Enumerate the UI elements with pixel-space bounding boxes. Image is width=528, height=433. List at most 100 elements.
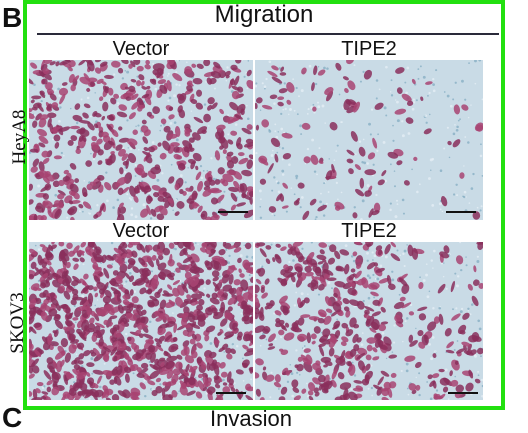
cell-blob (172, 368, 181, 376)
cell-blob (245, 285, 253, 290)
row-label-skov3: SKOV3 (7, 292, 28, 354)
cell-blob (186, 294, 192, 300)
cell-blob (58, 249, 65, 262)
cell-blob (275, 318, 281, 324)
cell-blob (354, 270, 362, 279)
cell-blob (277, 96, 285, 101)
cell-blob (331, 368, 338, 380)
cell-blob (275, 243, 281, 248)
cell-blob (48, 365, 56, 373)
cell-blob (147, 244, 153, 251)
cell-blob (157, 79, 167, 85)
cell-blob (255, 278, 262, 285)
cell-blob (237, 331, 243, 338)
cell-blob (29, 310, 36, 315)
cell-blob (139, 382, 146, 390)
cell-blob (88, 323, 96, 330)
cell-blob (68, 333, 76, 341)
cell-blob (197, 205, 203, 213)
cell-blob (78, 203, 84, 209)
cell-blob (467, 283, 473, 291)
cell-blob (390, 372, 397, 378)
cell-blob (86, 309, 92, 316)
cell-blob (162, 140, 171, 151)
cell-blob (234, 114, 243, 120)
cell-blob (97, 175, 105, 181)
cell-blob (135, 167, 146, 176)
cell-blob (154, 164, 161, 171)
cell-blob (176, 201, 185, 209)
cell-blob (387, 387, 393, 398)
cell-blob (101, 115, 106, 121)
cell-blob (102, 101, 109, 112)
cell-blob (47, 333, 53, 345)
cell-blob (312, 106, 317, 112)
cell-blob (183, 277, 193, 284)
cell-blob (118, 202, 124, 208)
cell-blob (195, 102, 204, 110)
cell-blob (477, 242, 483, 251)
title-underline (37, 33, 499, 35)
cell-blob (59, 285, 66, 293)
cell-blob (186, 390, 196, 396)
cell-blob (156, 248, 163, 257)
cell-blob (196, 89, 203, 97)
cell-blob (88, 380, 93, 387)
cell-blob (453, 104, 461, 115)
cell-blob (244, 242, 252, 250)
cell-blob (324, 388, 329, 393)
cell-blob (465, 382, 474, 392)
cell-blob (29, 343, 34, 351)
cell-blob (79, 257, 85, 263)
cell-blob (317, 261, 324, 265)
cell-blob (313, 326, 321, 334)
cell-blob (367, 152, 376, 160)
cell-blob (87, 122, 95, 131)
cell-blob (59, 359, 65, 368)
cell-blob (255, 388, 261, 397)
cell-blob (93, 286, 98, 291)
cell-blob (341, 322, 348, 329)
cell-blob (408, 311, 415, 316)
cell-blob (142, 136, 149, 144)
cell-blob (130, 93, 139, 101)
cell-blob (83, 350, 91, 357)
cell-blob (177, 162, 186, 171)
cell-blob (186, 198, 195, 204)
cell-blob (35, 113, 42, 121)
cell-blob (221, 274, 230, 284)
cell-blob (140, 208, 149, 218)
cell-blob (302, 210, 310, 220)
cell-blob (233, 171, 243, 180)
cell-blob (303, 297, 310, 304)
cell-blob (92, 262, 99, 270)
cell-blob (62, 175, 71, 182)
cell-blob (286, 99, 292, 105)
cell-blob (369, 327, 377, 333)
cell-blob (125, 308, 132, 315)
cell-blob (280, 246, 287, 251)
cell-blob (182, 312, 189, 319)
cell-blob (210, 248, 216, 254)
cell-blob (227, 139, 234, 145)
cell-blob (63, 374, 68, 386)
cell-blob (163, 125, 171, 133)
cell-blob (200, 210, 208, 220)
cell-blob (258, 155, 268, 164)
cell-blob (241, 316, 247, 322)
cell-blob (418, 341, 426, 349)
cell-blob (427, 321, 437, 331)
cell-blob (304, 265, 312, 273)
cell-blob (255, 295, 260, 307)
cell-blob (242, 362, 249, 369)
cell-blob (50, 296, 59, 306)
cell-blob (197, 126, 208, 135)
cell-blob (57, 190, 66, 196)
cell-blob (375, 334, 382, 340)
cell-blob (182, 256, 193, 264)
cell-blob (146, 204, 151, 216)
cell-blob (408, 334, 414, 343)
cell-blob (132, 266, 140, 273)
cell-blob (335, 62, 342, 71)
cell-blob (41, 391, 49, 395)
